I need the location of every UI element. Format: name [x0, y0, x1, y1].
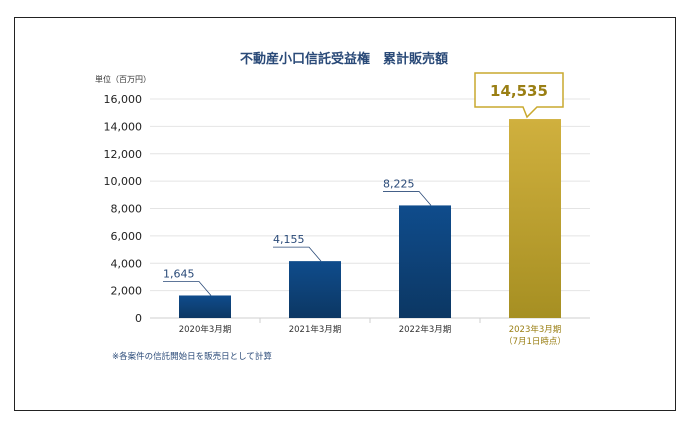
y-tick-label: 0	[135, 312, 142, 325]
y-tick-label: 10,000	[104, 175, 143, 188]
y-tick-label: 12,000	[104, 148, 143, 161]
chart-title: 不動産小口信託受益権 累計販売額	[240, 51, 448, 67]
y-tick-label: 14,000	[104, 120, 143, 133]
y-tick-label: 6,000	[111, 230, 143, 243]
bar	[179, 295, 231, 318]
y-tick-label: 8,000	[111, 203, 143, 216]
x-tick-label: 2022年3月期	[399, 324, 452, 335]
data-value-label: 8,225	[383, 177, 415, 190]
bar	[289, 261, 341, 318]
data-labels: 1,645 4,155 8,225 14,535	[163, 72, 564, 296]
bar	[509, 119, 561, 318]
data-value-label: 1,645	[163, 267, 195, 280]
y-tick-label: 2,000	[111, 285, 143, 298]
data-label-leader	[163, 281, 212, 296]
footnote: ※各案件の信託開始日を販売日として計算	[112, 351, 272, 362]
data-value-label: 4,155	[273, 233, 305, 246]
x-tick-label: 2021年3月期	[289, 324, 342, 335]
highlight-value-label: 14,535	[490, 82, 548, 100]
y-axis-unit-label: 単位（百万円）	[95, 74, 151, 84]
y-tick-label: 4,000	[111, 257, 143, 270]
data-label-leader	[273, 246, 322, 262]
x-tick-label: 2020年3月期	[179, 324, 232, 335]
x-tick-label: （7月1日時点）	[504, 336, 566, 347]
x-axis-ticks: 2020年3月期 2021年3月期 2022年3月期 2023年3月期（7月1日時点）	[179, 324, 566, 347]
y-tick-label: 16,000	[104, 93, 143, 106]
highlight-callout-box	[474, 72, 564, 119]
chart-frame	[14, 17, 676, 411]
data-label-leader	[383, 191, 432, 206]
bars	[179, 119, 561, 318]
x-tick-label: 2023年3月期	[509, 324, 562, 335]
y-axis-ticks: 0 2,000 4,000 6,000 8,000 10,000 12,000 14,000 1…	[104, 93, 143, 325]
bar	[399, 205, 451, 318]
